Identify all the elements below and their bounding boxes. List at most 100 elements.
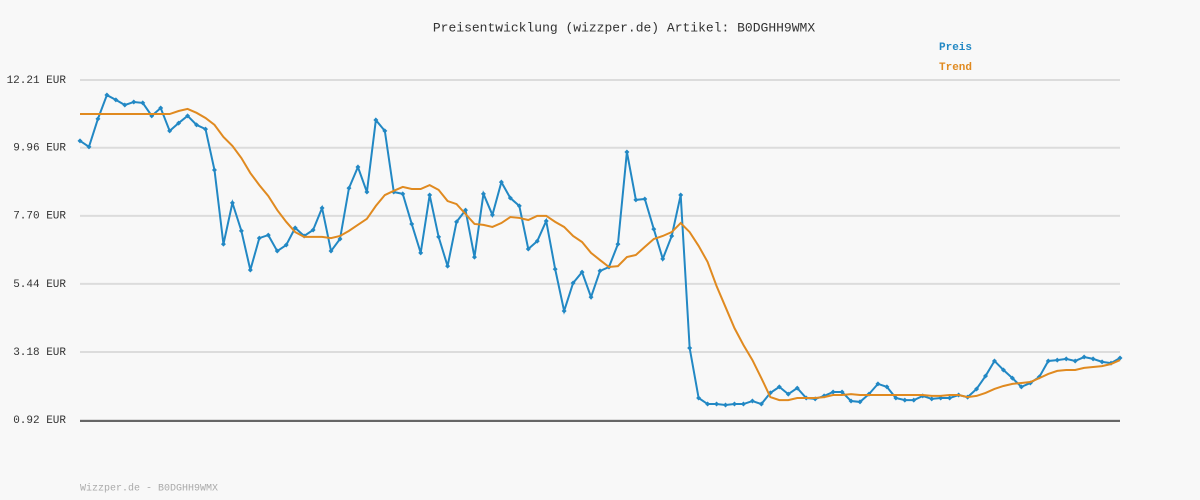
data-point bbox=[104, 92, 110, 98]
data-point bbox=[651, 226, 657, 232]
data-point bbox=[86, 144, 92, 150]
data-point bbox=[731, 401, 737, 407]
data-point bbox=[830, 389, 836, 395]
data-point bbox=[660, 256, 666, 262]
data-point bbox=[328, 248, 334, 254]
data-point bbox=[588, 294, 594, 300]
data-point bbox=[875, 381, 881, 387]
data-point bbox=[211, 167, 217, 173]
data-point bbox=[113, 97, 119, 103]
data-point bbox=[355, 164, 361, 170]
footer: Wizzper.de - B0DGHH9WMX bbox=[80, 483, 218, 495]
data-point bbox=[507, 195, 513, 201]
data-point bbox=[77, 138, 83, 144]
data-point bbox=[480, 191, 486, 197]
data-point bbox=[1045, 358, 1051, 364]
data-point bbox=[337, 236, 343, 242]
data-point bbox=[749, 398, 755, 404]
data-point bbox=[884, 384, 890, 390]
data-point bbox=[445, 263, 451, 269]
data-point bbox=[382, 128, 388, 134]
data-point bbox=[1018, 384, 1024, 390]
data-point bbox=[633, 197, 639, 203]
data-point bbox=[427, 192, 433, 198]
data-point bbox=[471, 254, 477, 260]
data-point bbox=[274, 248, 280, 254]
data-point bbox=[687, 345, 693, 351]
data-point bbox=[1081, 354, 1087, 360]
data-point bbox=[534, 238, 540, 244]
data-point bbox=[579, 269, 585, 275]
data-point bbox=[714, 401, 720, 407]
data-point bbox=[974, 386, 980, 392]
data-point bbox=[364, 189, 370, 195]
data-point bbox=[983, 373, 989, 379]
data-point bbox=[176, 120, 182, 126]
data-point bbox=[158, 105, 164, 111]
data-point bbox=[794, 385, 800, 391]
data-point bbox=[95, 116, 101, 122]
data-point bbox=[740, 401, 746, 407]
data-point bbox=[185, 113, 191, 119]
data-point bbox=[229, 200, 235, 206]
data-point bbox=[893, 395, 899, 401]
data-point bbox=[785, 391, 791, 397]
data-point bbox=[561, 308, 567, 314]
data-point bbox=[310, 227, 316, 233]
chart-title: Preisentwicklung (wizzper.de) Artikel: B… bbox=[433, 20, 815, 35]
series-line bbox=[80, 107, 1121, 402]
y-tick-label: 5.44 EUR bbox=[13, 279, 66, 291]
y-tick-label: 3.18 EUR bbox=[13, 347, 66, 359]
data-point bbox=[346, 185, 352, 191]
data-point bbox=[256, 235, 262, 241]
data-point bbox=[642, 196, 648, 202]
data-point bbox=[292, 225, 298, 231]
data-point bbox=[516, 203, 522, 209]
data-point bbox=[839, 389, 845, 395]
data-point bbox=[678, 192, 684, 198]
data-point bbox=[543, 218, 549, 224]
data-point bbox=[947, 395, 953, 401]
data-point bbox=[570, 280, 576, 286]
data-point bbox=[696, 395, 702, 401]
data-point bbox=[991, 358, 997, 364]
data-point bbox=[911, 397, 917, 403]
data-point bbox=[194, 122, 200, 128]
data-point bbox=[400, 191, 406, 197]
data-point bbox=[409, 221, 415, 227]
data-point bbox=[723, 402, 729, 408]
legend-entry: Trend bbox=[939, 62, 972, 74]
data-point bbox=[1099, 359, 1105, 365]
data-point bbox=[615, 241, 621, 247]
data-point bbox=[848, 398, 854, 404]
data-point bbox=[705, 401, 711, 407]
data-point bbox=[418, 250, 424, 256]
data-point bbox=[552, 266, 558, 272]
data-point bbox=[265, 232, 271, 238]
data-point bbox=[902, 397, 908, 403]
data-point bbox=[122, 102, 128, 108]
data-point bbox=[1117, 355, 1123, 361]
data-point bbox=[1009, 375, 1015, 381]
legend-entry: Preis bbox=[939, 42, 972, 54]
data-point bbox=[498, 179, 504, 185]
data-point bbox=[1054, 357, 1060, 363]
data-point bbox=[929, 396, 935, 402]
data-point bbox=[238, 228, 244, 234]
data-point bbox=[758, 401, 764, 407]
data-point bbox=[1000, 367, 1006, 373]
data-point bbox=[597, 268, 603, 274]
y-tick-label: 9.96 EUR bbox=[13, 143, 66, 155]
data-point bbox=[624, 149, 630, 155]
data-point bbox=[167, 128, 173, 134]
data-point bbox=[1063, 356, 1069, 362]
y-tick-label: 12.21 EUR bbox=[7, 75, 67, 87]
data-point bbox=[454, 219, 460, 225]
data-point bbox=[436, 234, 442, 240]
data-point bbox=[857, 399, 863, 405]
data-point bbox=[373, 117, 379, 123]
y-tick-label: 7.70 EUR bbox=[13, 211, 66, 223]
data-point bbox=[247, 267, 253, 273]
y-tick-label: 0.92 EUR bbox=[13, 415, 66, 427]
